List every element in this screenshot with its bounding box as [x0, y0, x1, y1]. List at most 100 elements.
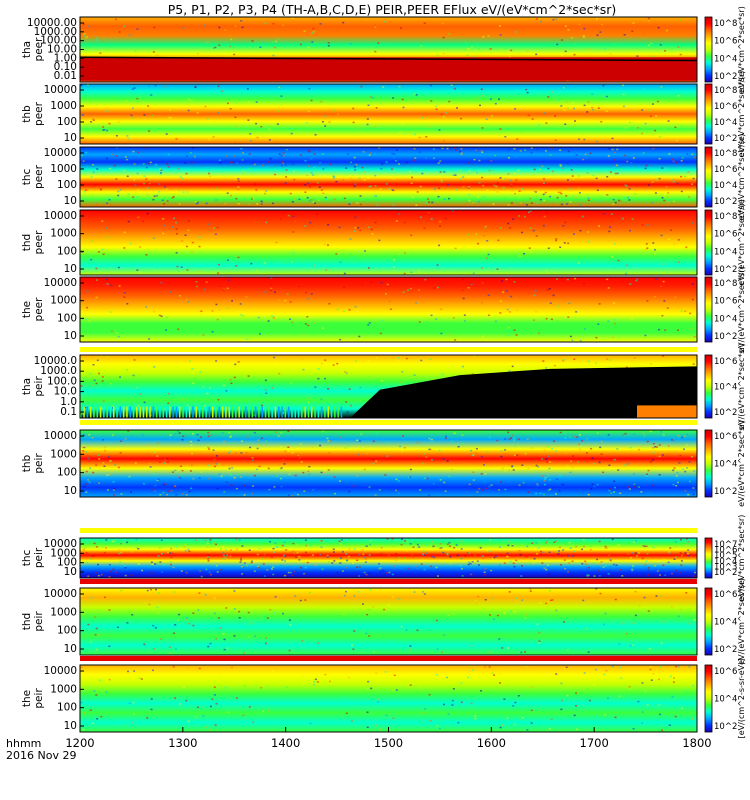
- x-axis: 1200 1300 1400 1500 1600 1700 1800: [65, 727, 712, 750]
- y-label-probe: thd: [21, 234, 33, 251]
- y-label-type: peer: [33, 164, 45, 189]
- y-tick-label: 10000: [44, 538, 77, 550]
- colorbar-tick-label: 10^6: [714, 230, 737, 240]
- y-tick-label: 10: [64, 330, 77, 342]
- y-tick-label: 10000: [44, 665, 77, 677]
- y-tick-label: 1000: [50, 100, 77, 112]
- colorbar-tick-label: 10^8: [714, 279, 737, 289]
- strip-top: [80, 347, 697, 352]
- strip-top: [80, 656, 697, 661]
- panel-thb-peer: 10000 1000 100 10 thb peer 10^8 10^6 10^4 10^2 eV/…: [21, 71, 746, 158]
- y-label-probe: thb: [21, 105, 33, 123]
- colorbar-tick-label: 10^7: [714, 540, 737, 550]
- y-tick-label: 10000: [44, 430, 77, 442]
- panel-frame: [79, 537, 698, 579]
- y-tick-label: 100.00: [40, 35, 77, 47]
- colorbar-tick-label: 10^4: [714, 54, 737, 64]
- y-tick-label: 1000.0: [40, 365, 77, 377]
- colorbar-tick-label: 10^6: [714, 590, 737, 600]
- colorbar-label: [eV/(cm^2-s-sr-eV)]: [737, 659, 746, 739]
- colorbar-tick-label: 10^3: [714, 562, 737, 572]
- y-tick-label: 100: [57, 467, 77, 479]
- x-tick-label: 1600: [477, 736, 506, 750]
- y-tick-label: 10: [64, 132, 77, 144]
- colorbar-the-peer: [704, 276, 713, 343]
- panel-frame: [79, 209, 698, 276]
- y-tick-label: 1000: [50, 163, 77, 175]
- colorbar-tick-label: 10^6: [714, 432, 737, 442]
- colorbar-label: eV/(eV*cm^2*sec*sr): [737, 199, 746, 286]
- y-label-probe: thd: [21, 613, 33, 630]
- x-tick-label: 1800: [682, 736, 711, 750]
- y-label-probe: thc: [21, 169, 33, 186]
- x-corner-label-top: hhmm: [6, 737, 41, 750]
- colorbar-label: eV/(eV*cm^2*sec*sr): [737, 134, 746, 221]
- panel-the-peer: 10000 1000 100 10 the peer 10^8 10^6 10^4 10^2 eV/…: [21, 266, 746, 353]
- colorbar-tick-label: 10^6: [714, 297, 737, 307]
- y-tick-label: 100: [57, 245, 77, 257]
- y-tick-label: 100: [57, 702, 77, 714]
- y-tick-label: 0.1: [60, 406, 77, 418]
- panel-frame: [79, 429, 698, 498]
- x-tick-label: 1700: [580, 736, 609, 750]
- y-tick-label: 10000: [44, 277, 77, 289]
- colorbar-tick-label: 10^4: [714, 383, 737, 393]
- colorbar-tick-label: 10^2: [714, 722, 737, 732]
- y-tick-label: 0.01: [54, 70, 77, 82]
- colorbar-tick-label: 10^4: [714, 618, 737, 628]
- colorbar-tick-label: 10^6: [714, 165, 737, 175]
- colorbar-label: eV/(eV*cm^2*sec*sr): [737, 266, 746, 353]
- colorbar-tick-label: 10^4: [714, 314, 737, 324]
- spectrogram-the-peer: [80, 277, 697, 342]
- colorbar-label: eV/(eV*cm^2*sec*sr): [737, 578, 746, 665]
- colorbar-label: eV/(eV*cm^2*sec*sr): [737, 6, 746, 93]
- colorbar-tick-label: 10^4: [714, 695, 737, 705]
- panel-frame: [79, 276, 698, 343]
- panel-frame: [79, 146, 698, 208]
- spectrogram-thb-peir: [80, 430, 697, 497]
- trace-line: [79, 56, 698, 62]
- colorbar-tick-label: 10^6: [714, 357, 737, 367]
- y-label-type: peer: [33, 230, 45, 255]
- spectrogram-texture: [80, 665, 695, 732]
- y-tick-label: 10000.00: [27, 17, 77, 29]
- colorbar-tick-label: 10^2: [714, 134, 737, 144]
- x-tick-label: 1300: [168, 736, 197, 750]
- spectrogram-thc-peer: [80, 147, 697, 207]
- strip-top: [80, 579, 697, 584]
- figure-title: P5, P1, P2, P3, P4 (TH-A,B,C,D,E) PEIR,P…: [168, 2, 617, 17]
- colorbar-tick-label: 10^6: [714, 102, 737, 112]
- colorbar-tha-peer: [704, 16, 713, 83]
- colorbar-tick-label: 10^2: [714, 265, 737, 275]
- y-tick-label: 1000: [50, 295, 77, 307]
- y-tick-label: 1.00: [54, 52, 77, 64]
- colorbar-tick-label: 10^2: [714, 72, 737, 82]
- y-label-type: peer: [33, 37, 45, 62]
- colorbar-tick-label: 10^4: [714, 247, 737, 257]
- x-corner-label-bottom: 2016 Nov 29: [6, 749, 76, 762]
- spectrogram-thc-peir: [80, 538, 697, 578]
- colorbar-thc-peir: [704, 537, 713, 579]
- y-tick-label: 1000: [50, 683, 77, 695]
- panel-the-peir: 10000 1000 100 10 the peir 10^6 10^4 10^2 [eV/(cm…: [21, 656, 746, 738]
- strip-top: [80, 528, 697, 533]
- colorbar-thd-peir: [704, 587, 713, 656]
- colorbar-tick-label: 10^5: [714, 551, 737, 561]
- colorbar-label: eV/(eV*cm^2*sec*sr): [737, 343, 746, 430]
- y-tick-label: 10000: [44, 210, 77, 222]
- y-tick-label: 10000: [44, 588, 77, 600]
- y-tick-label: 10.0: [54, 386, 77, 398]
- y-tick-label: 0.10: [54, 61, 77, 73]
- spectrogram-texture: [81, 277, 696, 342]
- colorbar-the-peir: [704, 664, 713, 733]
- y-label-probe: tha: [21, 378, 33, 395]
- y-label-probe: thc: [21, 550, 33, 567]
- y-tick-label: 10: [64, 643, 77, 655]
- y-tick-label: 1000.00: [34, 26, 77, 38]
- panel-thc-peer: 10000 1000 100 10 thc peer 10^8 10^6 10^4 10^2 eV/…: [21, 134, 746, 221]
- y-tick-label: 1000: [50, 228, 77, 240]
- colorbar-tick-label: 10^2: [714, 568, 737, 578]
